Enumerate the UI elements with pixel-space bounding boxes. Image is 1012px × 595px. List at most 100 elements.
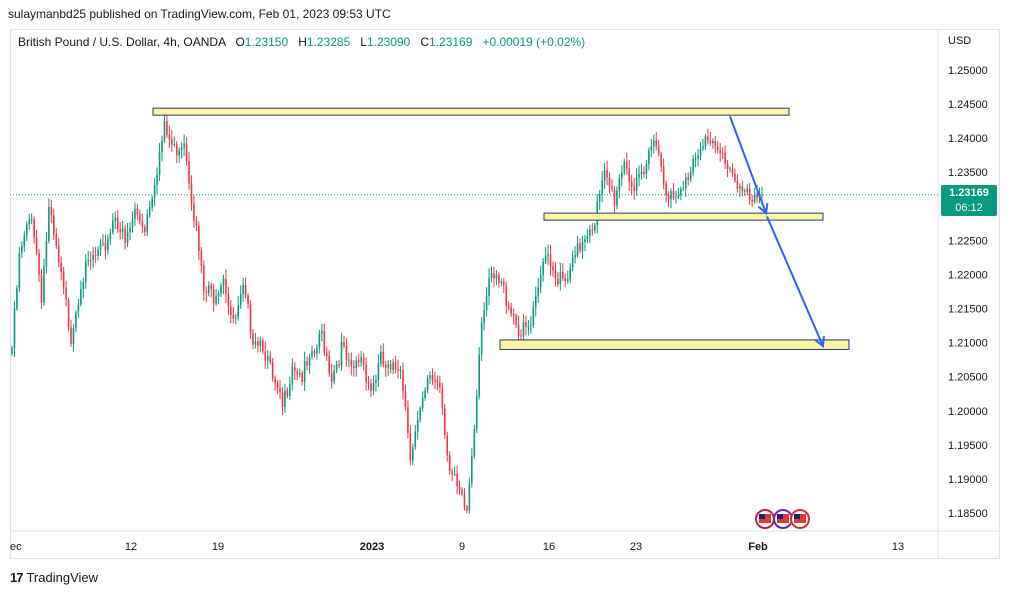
candle-body [628, 168, 631, 182]
candle-body [586, 235, 589, 239]
candle-body [185, 143, 188, 161]
candle-body [448, 455, 451, 472]
candle-body [377, 363, 380, 380]
sr-zone [499, 339, 850, 350]
candle-body [689, 171, 692, 180]
candle-body [141, 220, 144, 227]
tv-logo-icon: 17 [10, 570, 24, 585]
candle-body [70, 327, 72, 344]
candle-body [657, 146, 660, 155]
candle-body [171, 139, 173, 145]
y-tick-label: 1.22000 [948, 269, 988, 281]
candle-body [756, 194, 758, 198]
candle-body [743, 190, 746, 192]
candle-body [215, 296, 217, 304]
candle-body [205, 291, 208, 294]
candle-body [436, 380, 439, 383]
candle-body [426, 378, 429, 391]
candle-body [616, 190, 618, 206]
candle-body [210, 285, 212, 289]
flag-canton [794, 514, 800, 519]
candle-body [751, 199, 753, 202]
candle-body [466, 507, 468, 511]
candle-body [271, 362, 274, 379]
candle-body [227, 293, 230, 307]
candle-body [389, 364, 392, 370]
candle-body [121, 228, 124, 233]
candle-body [441, 387, 444, 409]
candle-body [471, 455, 473, 484]
candle-body [234, 317, 237, 319]
candle-body [527, 326, 530, 328]
candle-body [249, 303, 252, 334]
chart-frame[interactable] [10, 29, 1000, 559]
symbol-label[interactable]: British Pound / U.S. Dollar, 4h, OANDA [18, 35, 226, 49]
candle-body [463, 493, 466, 508]
candle-body [293, 367, 296, 372]
candle-body [741, 186, 744, 191]
candle-body [284, 390, 286, 408]
y-tick-label: 1.20000 [948, 406, 988, 418]
candle-body [188, 160, 190, 184]
candle-body [562, 271, 564, 279]
candle-body [163, 121, 166, 142]
candle-body [129, 227, 131, 232]
candle-body [753, 194, 756, 202]
candle-body [748, 188, 751, 200]
y-tick-label: 1.21500 [948, 304, 988, 316]
candle-body [461, 490, 463, 494]
candle-body [515, 315, 517, 325]
candle-body [542, 261, 544, 276]
candle-body [397, 369, 399, 371]
candle-body [566, 279, 569, 282]
arrow-head-icon [814, 335, 825, 348]
candle-body [321, 331, 323, 334]
candle-body [116, 217, 119, 229]
candle-body [736, 180, 739, 189]
candle-body [316, 348, 318, 354]
candle-body [581, 241, 584, 251]
candle-body [38, 252, 40, 276]
ohlc-legend: British Pound / U.S. Dollar, 4h, OANDA O… [18, 35, 585, 49]
candle-body [414, 431, 417, 448]
candle-body [306, 361, 308, 366]
candle-body [298, 372, 301, 375]
candle-body [301, 372, 303, 382]
candle-body [333, 370, 335, 382]
y-tick-label: 1.18500 [948, 508, 988, 520]
y-tick-label: 1.24000 [948, 133, 988, 145]
candle-body [682, 188, 685, 190]
open-value: 1.23150 [244, 35, 289, 49]
candle-body [574, 255, 576, 258]
candle-body [434, 380, 436, 382]
candle-body [112, 220, 114, 233]
candle-body [104, 242, 107, 251]
candle-body [222, 278, 225, 286]
candle-body [259, 340, 262, 346]
y-tick-label: 1.22500 [948, 235, 988, 247]
candle-body [281, 392, 284, 408]
candle-body [429, 375, 431, 379]
candle-body [554, 270, 557, 279]
candle-body [480, 322, 483, 355]
candle-body [239, 294, 242, 305]
sr-zone [152, 107, 790, 116]
candle-body [357, 360, 360, 363]
candle-body [495, 274, 498, 279]
y-tick-label: 1.19500 [948, 440, 988, 452]
candle-body [424, 390, 426, 398]
candle-body [124, 228, 126, 243]
candle-body [611, 186, 613, 190]
y-tick-label: 1.23500 [948, 167, 988, 179]
y-tick-label: 1.21000 [948, 338, 988, 350]
candle-body [198, 225, 200, 251]
close-value: 1.23169 [429, 35, 473, 49]
candle-body [353, 366, 355, 369]
footer[interactable]: 17 TradingView [10, 570, 98, 585]
candle-body [709, 140, 712, 144]
candle-body [244, 285, 247, 296]
candle-body [687, 177, 690, 180]
candle-body [156, 174, 158, 186]
candle-body [473, 428, 476, 456]
